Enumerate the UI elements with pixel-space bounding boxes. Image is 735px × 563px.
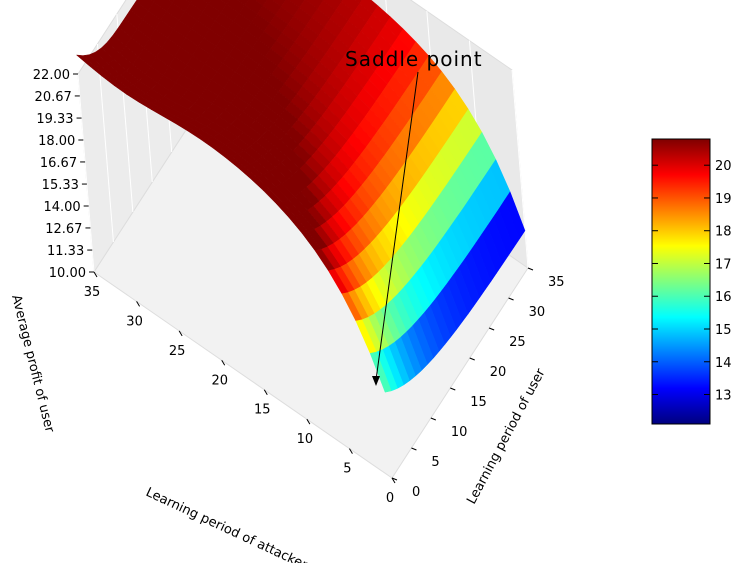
saddle-arrow-line [375, 71, 419, 381]
y-tick-mark [430, 417, 437, 421]
x-tick-label: 35 [84, 285, 101, 300]
surface-patch [369, 351, 392, 393]
x-tick-mark [136, 301, 141, 307]
x-tick-mark [391, 477, 396, 484]
colorbar-tick-label: 18 [715, 225, 732, 240]
y-tick-mark [469, 357, 475, 361]
y-tick-mark [508, 297, 514, 301]
z-tick-label: 16.67 [40, 156, 77, 171]
y-tick-mark [488, 327, 495, 331]
y-tick-label: 30 [529, 305, 546, 320]
y-axis-label: Learning period of user [464, 366, 549, 507]
saddle-point-label: Saddle point [345, 47, 483, 71]
x-tick-mark [178, 330, 183, 337]
y-tick-label: 35 [548, 275, 565, 290]
colorbar-tick-label: 16 [715, 290, 732, 305]
y-tick-label: 20 [490, 365, 507, 380]
z-tick-label: 20.67 [35, 90, 72, 105]
gridline [96, 43, 114, 243]
x-tick-label: 20 [211, 373, 228, 388]
z-tick-label: 14.00 [43, 200, 80, 215]
gridline [77, 73, 95, 273]
colorbar-tick-label: 15 [715, 323, 732, 338]
colorbar: 20 19 18 17 16 15 14 13 [651, 138, 732, 425]
y-tick-mark [411, 447, 417, 451]
y-tick-label: 15 [470, 395, 487, 410]
y-tick-label: 5 [431, 455, 439, 470]
colorbar-tick-label: 17 [715, 257, 732, 272]
x-tick-mark [348, 448, 353, 454]
x-tick-mark [221, 360, 226, 366]
y-tick-label: 25 [509, 335, 526, 350]
surface-patch [237, 0, 249, 6]
saddle-annotation: Saddle point [345, 47, 483, 386]
x-tick-label: 15 [254, 403, 271, 418]
x-axis-label: Learning period of attacker [143, 485, 310, 563]
colorbar-tick-label: 13 [715, 389, 732, 404]
x-tick-label: 5 [343, 462, 351, 477]
x-tick-label: 0 [386, 491, 394, 506]
x-tick-mark [93, 271, 98, 278]
surface-plot [75, 0, 526, 393]
y-tick-label: 0 [412, 485, 420, 500]
z-axis-label: Average profit of user [8, 293, 57, 434]
x-tick-mark [263, 389, 268, 395]
z-tick-label: 12.67 [45, 222, 82, 237]
x-tick-mark [306, 418, 311, 425]
z-tick-label: 15.33 [42, 178, 79, 193]
y-tick-mark [391, 477, 398, 481]
x-tick-label: 25 [169, 344, 186, 359]
saddle-arrow-head [372, 376, 380, 386]
gridline [511, 69, 529, 269]
z-tick-label: 18.00 [38, 134, 75, 149]
colorbar-gradient [651, 138, 711, 425]
x-tick-label: 30 [126, 314, 143, 329]
y-tick-mark [450, 387, 456, 391]
z-tick-label: 11.33 [47, 244, 84, 259]
surface-patch [354, 0, 363, 4]
colorbar-tick-label: 20 [715, 159, 732, 174]
y-tick-label: 10 [451, 425, 468, 440]
z-tick-label: 10.00 [49, 266, 86, 281]
colorbar-tick-label: 19 [715, 192, 732, 207]
z-tick-label: 19.33 [36, 112, 73, 127]
y-tick-mark [527, 267, 534, 271]
z-tick-label: 22.00 [33, 68, 70, 83]
colorbar-tick-label: 14 [715, 356, 732, 371]
x-tick-label: 10 [297, 432, 314, 447]
